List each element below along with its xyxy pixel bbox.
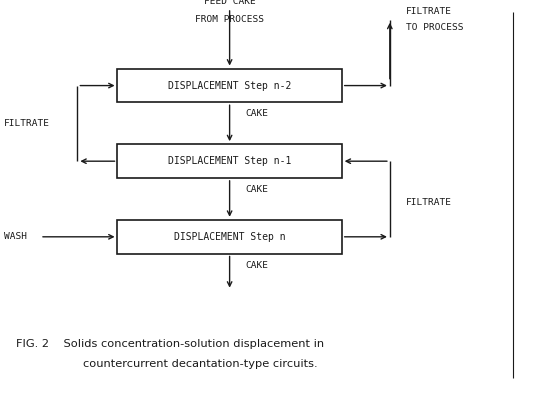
Text: DISPLACEMENT Step n-1: DISPLACEMENT Step n-1 [168, 156, 292, 166]
Bar [117, 220, 342, 254]
Text: countercurrent decantation-type circuits.: countercurrent decantation-type circuits… [83, 359, 317, 369]
Bar [117, 68, 342, 102]
Bar [117, 144, 342, 178]
Text: WASH: WASH [4, 232, 27, 241]
Text: DISPLACEMENT Step n: DISPLACEMENT Step n [174, 232, 286, 242]
Text: FILTRATE: FILTRATE [4, 119, 50, 128]
Text: CAKE: CAKE [246, 185, 269, 193]
Text: CAKE: CAKE [246, 109, 269, 118]
Text: DISPLACEMENT Step n-2: DISPLACEMENT Step n-2 [168, 80, 292, 91]
Text: TO PROCESS: TO PROCESS [406, 23, 464, 32]
Text: FROM PROCESS: FROM PROCESS [195, 15, 264, 24]
Text: FIG. 2    Solids concentration-solution displacement in: FIG. 2 Solids concentration-solution dis… [16, 339, 324, 349]
Text: FEED CAKE: FEED CAKE [204, 0, 255, 6]
Text: CAKE: CAKE [246, 261, 269, 270]
Text: FILTRATE: FILTRATE [406, 199, 452, 207]
Text: FILTRATE: FILTRATE [406, 8, 452, 16]
